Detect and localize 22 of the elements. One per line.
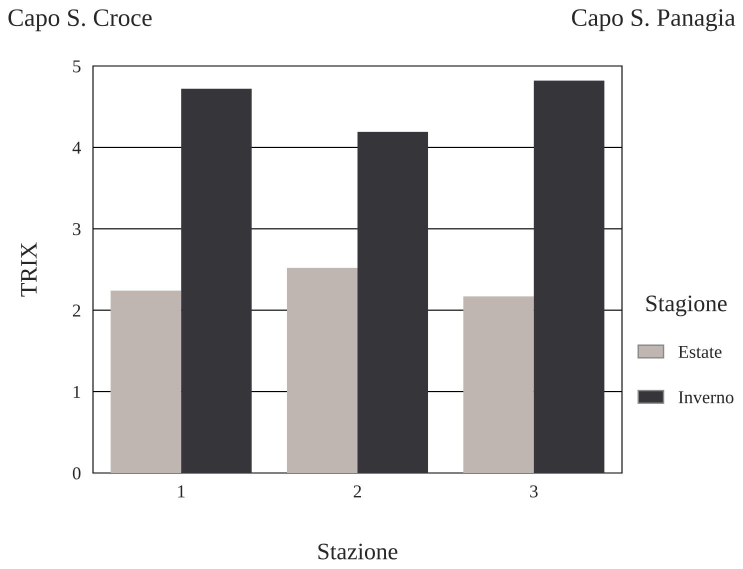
bar [181, 88, 252, 473]
x-tick-label: 1 [178, 485, 185, 498]
legend-label: Inverno [678, 391, 734, 404]
bar [534, 80, 604, 473]
y-tick-label: 3 [73, 223, 80, 236]
bar [358, 132, 428, 473]
bar [110, 290, 182, 473]
legend-title: Stagione [646, 296, 727, 316]
bar [463, 296, 534, 473]
text: Capo S. Croce [8, 9, 152, 32]
bar [286, 268, 358, 473]
text: Capo S. Panagia [572, 9, 736, 32]
x-tick-label: 2 [354, 485, 362, 498]
legend-label: Estate [678, 346, 722, 358]
x-axis-title: Stazione [318, 544, 398, 560]
y-tick-label: 5 [73, 60, 80, 72]
y-tick-label: 2 [72, 304, 80, 316]
y-tick-label: 4 [72, 142, 81, 154]
y-tick-label: 0 [72, 467, 81, 480]
x-tick-label: 3 [530, 485, 538, 498]
y-tick-label: 1 [74, 386, 80, 398]
y-axis-title: TRIX [21, 242, 37, 297]
